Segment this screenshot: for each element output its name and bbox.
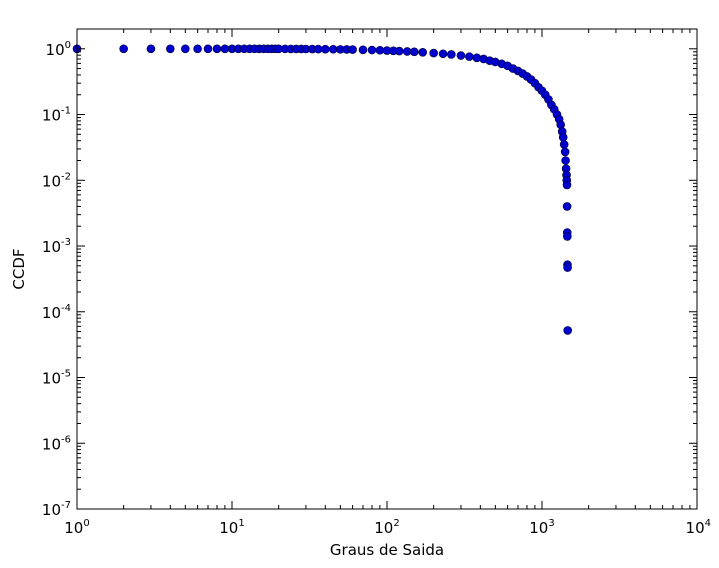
x-tick-label: 102 [374,518,399,537]
data-point [561,156,570,165]
data-point [418,47,428,57]
y-tick-label: 10-5 [42,369,71,388]
data-point [560,147,570,157]
data-point [203,44,213,54]
data-point [394,46,404,56]
data-point [193,44,202,54]
x-tick-label: 101 [219,518,244,537]
plot-area [77,29,697,509]
data-point [558,133,568,142]
data-point [212,44,222,54]
data-point [146,44,156,54]
data-point [409,47,419,57]
y-tick-label: 10-7 [42,500,71,519]
y-tick-label: 10-1 [42,106,71,125]
data-point [456,51,466,60]
y-tick-label: 10-3 [42,237,71,256]
data-point [563,263,572,272]
data-point [562,180,572,190]
x-tick-labels: 100 101 102 103 104 [64,518,711,537]
data-point [402,47,412,56]
data-point [367,45,377,55]
y-tick-label: 10-4 [42,303,71,322]
data-points [72,44,573,335]
x-tick-label: 104 [686,518,711,537]
data-point [447,50,456,59]
data-point [321,44,330,54]
data-point [358,45,368,55]
tick-marks [76,28,698,510]
data-point [563,232,572,241]
data-point [559,140,569,149]
data-point [438,49,448,59]
data-point [119,44,128,54]
x-tick-label: 103 [529,518,554,537]
y-tick-labels: 100 10-1 10-2 10-3 10-4 10-5 10-6 10-7 [42,40,71,519]
x-tick-label: 100 [64,518,89,537]
data-point [465,52,474,61]
y-tick-label: 10-6 [42,434,71,453]
x-axis-label: Graus de Saida [330,541,444,559]
data-point [166,44,175,54]
data-point [429,48,438,58]
y-axis-label: CCDF [10,248,28,289]
y-tick-label: 100 [46,40,71,59]
data-point [562,202,572,211]
data-point [375,45,385,55]
y-tick-label: 10-2 [42,171,71,190]
data-point [348,45,357,54]
data-point [563,326,573,335]
data-point [181,44,190,54]
